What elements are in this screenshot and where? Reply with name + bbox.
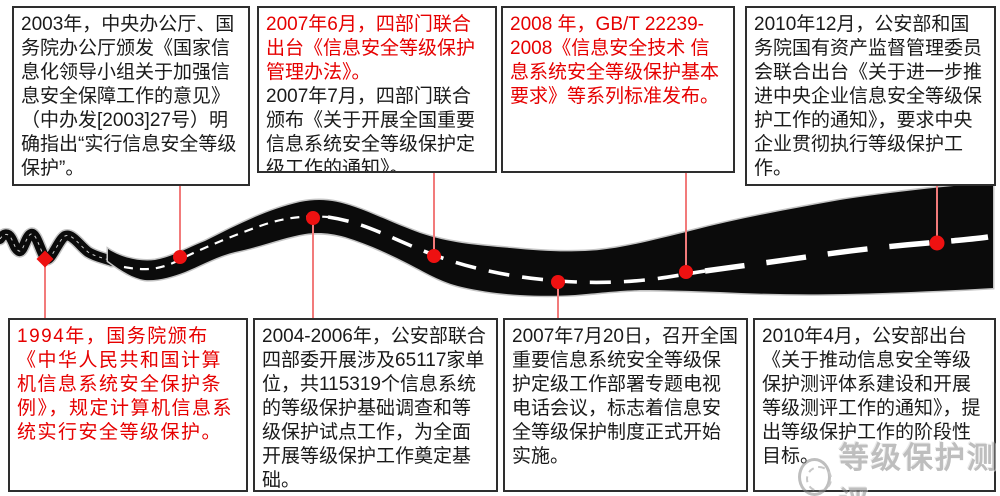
milestone-dot-2008 [679, 265, 693, 279]
event-box-2004-2006: 2004-2006年，公安部联合四部委开展涉及65117家单位，共115319个… [253, 318, 498, 492]
event-text-2004-2006: 2004-2006年，公安部联合四部委开展涉及65117家单位，共115319个… [262, 326, 486, 491]
event-text-2010-april: 2010年4月，公安部出台《关于推动信息安全等级保护测评体系建设和开展等级测评工… [762, 326, 981, 467]
event-text-2007-june-highlight: 2007年6月，四部门联合出台《信息安全等级保护管理办法》。 [266, 14, 476, 83]
event-text-2003: 2003年，中央办公厅、国务院办公厅颁发《国家信息化领导小组关于加强信息安全保障… [21, 14, 237, 179]
event-box-2008: 2008 年，GB/T 22239-2008《信息安全技术 信息系统安全等级保护… [501, 6, 735, 173]
road-body [106, 181, 995, 298]
milestone-dots [36, 211, 945, 289]
event-text-2010-december: 2010年12月，公安部和国务院国有资产监督管理委员会联合出台《关于进一步推进中… [754, 14, 983, 179]
milestone-dot-2007jul [551, 275, 565, 289]
event-box-2007-june: 2007年6月，四部门联合出台《信息安全等级保护管理办法》。 2007年7月，四… [257, 6, 497, 173]
event-text-2008: 2008 年，GB/T 22239-2008《信息安全技术 信息系统安全等级保护… [510, 14, 720, 107]
event-text-2007-july-20: 2007年7月20日，召开全国重要信息系统安全等级保护定级工作部署专题电视电话会… [512, 326, 738, 467]
milestone-dot-2003 [173, 250, 187, 264]
event-box-1994: 1994年，国务院颁布《中华人民共和国计算机信息系统安全保护条例》，规定计算机信… [8, 318, 248, 492]
event-box-2003: 2003年，中央办公厅、国务院办公厅颁发《国家信息化领导小组关于加强信息安全保障… [12, 6, 250, 186]
milestone-dot-2007jun [427, 249, 441, 263]
milestone-dot-2010dec [929, 235, 945, 251]
event-box-2010-april: 2010年4月，公安部出台《关于推动信息安全等级保护测评体系建设和开展等级测评工… [753, 318, 996, 492]
watermark-text: 等级保护测评 [838, 442, 999, 496]
event-text-1994: 1994年，国务院颁布《中华人民共和国计算机信息系统安全保护条例》，规定计算机信… [17, 326, 234, 443]
road-squiggle [0, 227, 119, 268]
event-box-2007-july-20: 2007年7月20日，召开全国重要信息系统安全等级保护定级工作部署专题电视电话会… [503, 318, 748, 492]
watermark-logo-icon [798, 458, 832, 496]
event-text-2007-july-notice: 2007年7月，四部门联合颁布《关于开展全国重要信息系统安全等级保护定级工作的通… [266, 86, 476, 173]
watermark: 等级保护测评 [798, 433, 1000, 496]
milestone-dot-2004 [306, 211, 320, 225]
connector-lines [44, 173, 938, 318]
road-centerline [123, 215, 989, 285]
event-box-2010-december: 2010年12月，公安部和国务院国有资产监督管理委员会联合出台《关于进一步推进中… [745, 6, 996, 186]
